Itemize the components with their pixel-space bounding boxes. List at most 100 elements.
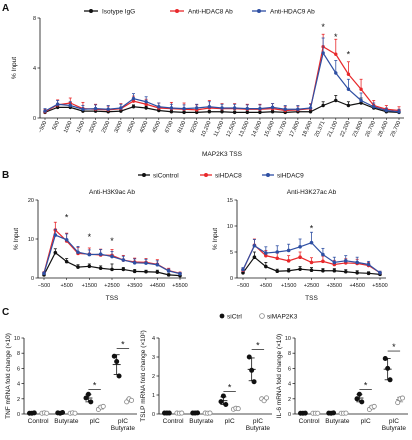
- significance-star: *: [364, 381, 368, 391]
- x-tick-label: 1500: [76, 120, 87, 134]
- replicate-point: [83, 395, 89, 401]
- data-point: [144, 102, 148, 106]
- panel-label-a: A: [2, 3, 9, 14]
- replicate-point: [220, 393, 226, 399]
- legend-entry: Anti-HDAC8 Ab: [188, 9, 233, 16]
- data-point: [355, 271, 359, 275]
- replicate-point: [315, 410, 321, 416]
- data-point: [334, 52, 338, 56]
- x-tick-label: +4500: [150, 283, 165, 289]
- y-tick-label: 3: [152, 355, 155, 361]
- x-tick-label: 16,700: [276, 120, 289, 138]
- y-tick-label: 1: [152, 393, 155, 399]
- x-tick-label: 13,500: [238, 120, 251, 138]
- replicate-point: [387, 377, 393, 383]
- x-tick-label: 3000: [114, 120, 125, 134]
- replicate-point: [246, 354, 252, 360]
- data-point: [298, 255, 302, 259]
- x-tick-label: +500: [260, 283, 272, 289]
- data-point: [110, 267, 114, 272]
- data-point: [121, 258, 126, 262]
- data-point: [144, 100, 148, 104]
- replicate-point: [371, 403, 377, 409]
- data-point: [332, 260, 337, 265]
- data-point: [258, 110, 262, 115]
- data-point: [232, 106, 237, 110]
- data-point: [64, 259, 69, 264]
- data-point: [309, 260, 314, 265]
- data-point: [321, 259, 325, 264]
- x-tick-label: 500: [52, 120, 61, 131]
- x-tick-label: 2000: [88, 120, 99, 134]
- data-point: [321, 103, 325, 108]
- significance-star: *: [347, 49, 351, 59]
- data-point: [355, 260, 359, 265]
- replicate-point: [218, 399, 224, 405]
- replicate-point: [385, 365, 391, 371]
- x-tick-label: 14,600: [251, 120, 264, 138]
- data-point: [372, 105, 376, 109]
- x-tick-label: 4500: [151, 120, 162, 134]
- replicate-point: [72, 410, 78, 416]
- replicate-point: [114, 359, 120, 365]
- data-point: [166, 269, 171, 273]
- chart-title: Anti-H3K27ac Ab: [287, 189, 337, 196]
- category-label: Butyrate: [246, 425, 271, 432]
- x-tick-label: +2500: [104, 283, 119, 289]
- significance-star: *: [310, 224, 314, 234]
- x-tick-label: +2500: [304, 283, 319, 289]
- category-label: pIC: [253, 418, 263, 425]
- data-point: [76, 250, 80, 255]
- panel-label-b: B: [2, 170, 9, 181]
- replicate-point: [116, 373, 122, 379]
- data-point: [296, 107, 300, 111]
- y-axis-label: % Input: [212, 228, 219, 250]
- x-tick-label: 1000: [63, 120, 74, 134]
- category-label: Butyrate: [325, 418, 350, 425]
- y-tick-label: 10: [14, 336, 20, 342]
- x-tick-label: +1500: [281, 283, 296, 289]
- data-point: [384, 108, 389, 113]
- replicate-point: [251, 379, 257, 385]
- replicate-point: [44, 410, 50, 416]
- data-point: [53, 250, 58, 255]
- x-tick-label: +5500: [372, 283, 387, 289]
- data-point: [157, 105, 161, 109]
- data-point: [155, 270, 160, 274]
- significance-star: *: [334, 32, 338, 42]
- x-tick-label: −500: [38, 283, 50, 289]
- y-axis-label: % Input: [13, 228, 20, 250]
- replicate-point: [128, 397, 134, 403]
- replicate-point: [382, 356, 388, 362]
- y-tick-label: 6: [17, 366, 20, 372]
- legend-entry: siCtrl: [227, 314, 242, 321]
- y-tick-label: 20: [28, 198, 34, 204]
- significance-star: *: [121, 340, 125, 350]
- data-point: [119, 106, 123, 110]
- data-point: [155, 262, 160, 267]
- category-label: Control: [28, 418, 50, 425]
- x-tick-label: +4500: [349, 283, 364, 289]
- x-tick-label: 6700: [164, 120, 175, 134]
- x-tick-label: +5500: [172, 283, 187, 289]
- data-point: [53, 233, 58, 237]
- x-tick-label: 22,200: [339, 120, 352, 138]
- x-tick-label: −500: [38, 120, 49, 134]
- data-point: [131, 105, 136, 109]
- x-tick-label: 15,600: [263, 120, 276, 138]
- chart-c-tslp: 0 1 2 3 4 TSLP mRNA fold change (×10²) Control…: [140, 330, 272, 432]
- replicate-point: [399, 395, 405, 401]
- replicate-point: [395, 400, 401, 406]
- data-point: [275, 250, 280, 254]
- legend-swatch-marker: [266, 173, 270, 177]
- significance-star: *: [93, 381, 97, 391]
- replicate-point: [60, 409, 66, 415]
- data-point: [275, 269, 280, 274]
- replicate-point: [223, 401, 229, 407]
- data-point: [378, 271, 382, 275]
- legend-entry: siMAP2K3: [267, 314, 298, 321]
- data-point: [346, 87, 351, 91]
